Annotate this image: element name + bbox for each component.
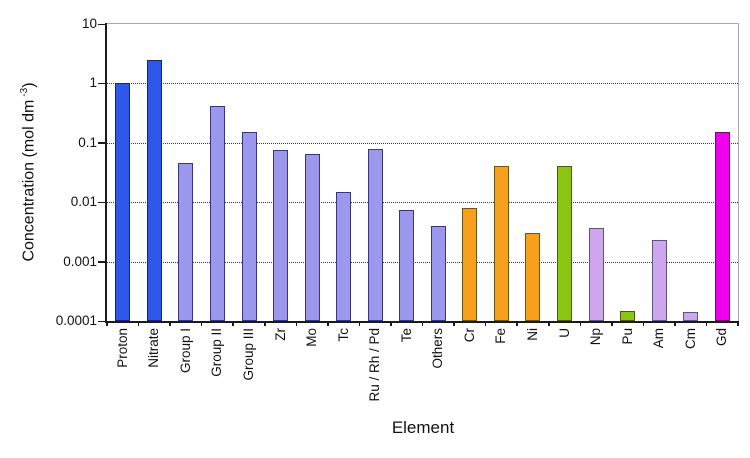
x-tick-3 xyxy=(200,321,203,326)
plot-frame-top xyxy=(105,23,739,24)
y-tick-0.01 xyxy=(98,201,105,204)
bar-te xyxy=(399,209,415,321)
bar-cr xyxy=(462,208,478,321)
bar-np xyxy=(588,227,604,321)
x-tick-label-np: Np xyxy=(588,328,603,346)
x-tick-label-ni: Ni xyxy=(524,328,540,341)
x-tick-label-gd: Gd xyxy=(714,328,730,347)
y-tick-0.1 xyxy=(98,142,105,144)
gridline-1 xyxy=(107,83,738,84)
bar-nitrate xyxy=(146,59,162,321)
bar-group-i xyxy=(178,163,194,321)
y-tick-1 xyxy=(98,82,105,85)
x-tick-label-ru-rh-pd: Ru / Rh / Pd xyxy=(367,328,383,402)
bar-fe xyxy=(493,166,509,321)
y-axis-title-text: Concentration (mol dm xyxy=(20,99,38,262)
y-tick-0.0001 xyxy=(98,320,105,322)
bar-group-iii xyxy=(241,132,257,321)
bar-others xyxy=(430,225,446,321)
x-tick-2 xyxy=(169,321,171,326)
x-tick-20 xyxy=(737,321,739,326)
y-axis-title-superscript: -3 xyxy=(19,87,30,97)
y-tick-label-0.0001: 0.0001 xyxy=(55,313,97,328)
bar-u xyxy=(557,166,572,321)
x-tick-6 xyxy=(295,321,298,326)
x-tick-5 xyxy=(264,321,266,326)
bar-am xyxy=(651,240,667,321)
x-tick-10 xyxy=(421,321,424,326)
x-tick-label-zr: Zr xyxy=(272,328,288,341)
y-axis-title: Concentration (mol dm -3) xyxy=(14,60,38,284)
plot-frame-right xyxy=(738,23,739,322)
x-tick-8 xyxy=(358,321,361,326)
x-tick-1 xyxy=(137,321,140,326)
x-tick-18 xyxy=(674,321,676,326)
x-tick-14 xyxy=(548,321,550,326)
x-tick-0 xyxy=(106,321,108,326)
bar-mo xyxy=(304,153,320,321)
y-axis-line xyxy=(105,23,107,322)
x-tick-7 xyxy=(327,321,329,326)
bar-pu xyxy=(620,310,636,321)
bar-zr xyxy=(273,150,288,321)
bar-ru-rh-pd xyxy=(367,148,383,321)
x-tick-label-te: Te xyxy=(398,328,414,343)
x-tick-label-am: Am xyxy=(651,328,667,349)
x-tick-label-cm: Cm xyxy=(682,328,698,349)
x-axis-title: Element xyxy=(391,418,455,437)
x-tick-label-group-ii: Group II xyxy=(209,328,225,377)
bar-gd xyxy=(714,132,730,321)
x-tick-label-tc: Tc xyxy=(335,328,351,342)
x-tick-label-group-i: Group I xyxy=(177,328,193,374)
x-tick-12 xyxy=(484,321,487,326)
x-tick-19 xyxy=(705,321,708,326)
y-tick-label-0.001: 0.001 xyxy=(63,253,97,269)
bar-ni xyxy=(525,233,541,321)
x-tick-label-proton: Proton xyxy=(114,328,130,368)
bar-cm xyxy=(683,312,699,321)
x-tick-17 xyxy=(642,321,645,326)
y-tick-0.001 xyxy=(98,261,105,263)
x-tick-13 xyxy=(516,321,518,326)
x-tick-label-nitrate: Nitrate xyxy=(146,328,162,368)
gridline-0.1 xyxy=(107,143,738,144)
x-tick-15 xyxy=(579,321,581,326)
x-tick-label-u: U xyxy=(556,328,572,338)
x-tick-9 xyxy=(390,321,392,326)
x-tick-11 xyxy=(453,321,455,326)
x-tick-label-cr: Cr xyxy=(461,328,477,343)
gridline-0.001 xyxy=(107,262,738,263)
y-tick-label-0.1: 0.1 xyxy=(78,134,97,150)
bar-group-ii xyxy=(209,105,225,321)
x-tick-4 xyxy=(232,321,234,326)
x-tick-label-others: Others xyxy=(430,328,446,369)
y-tick-label-1: 1 xyxy=(89,75,97,91)
y-tick-10 xyxy=(98,23,105,25)
y-tick-label-10: 10 xyxy=(81,16,97,31)
y-axis-title-close: ) xyxy=(20,82,38,88)
x-tick-label-pu: Pu xyxy=(619,328,635,345)
x-tick-label-mo: Mo xyxy=(304,328,320,347)
x-tick-16 xyxy=(611,321,613,326)
x-tick-label-fe: Fe xyxy=(493,328,509,344)
x-tick-label-group-iii: Group III xyxy=(241,328,256,381)
bar-tc xyxy=(336,191,352,321)
y-tick-label-0.01: 0.01 xyxy=(70,194,97,210)
bar-proton xyxy=(115,83,131,321)
gridline-0.01 xyxy=(107,202,738,203)
